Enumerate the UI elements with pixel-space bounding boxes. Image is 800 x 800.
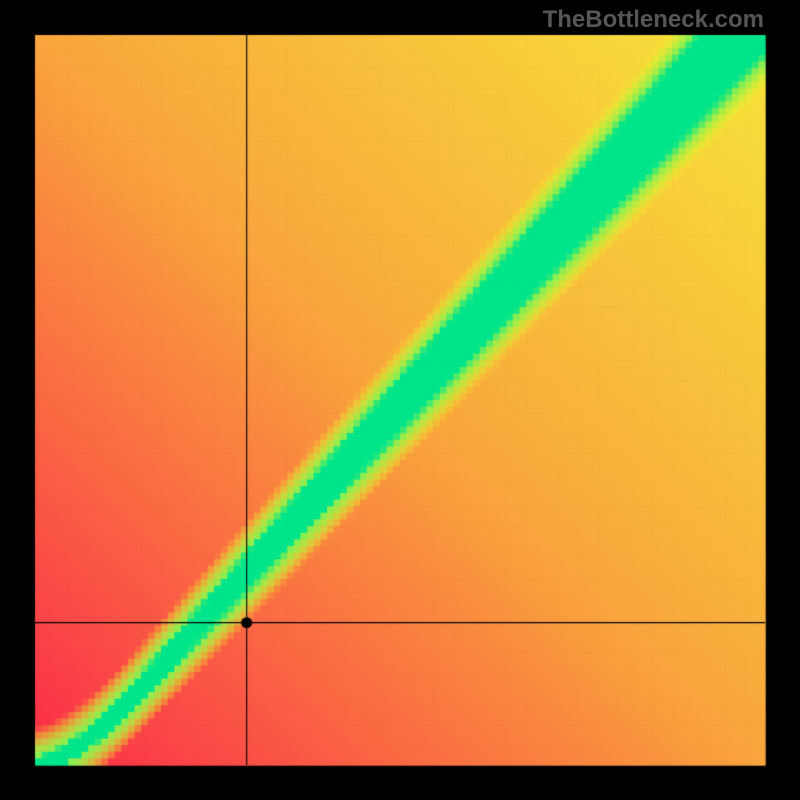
bottleneck-heatmap <box>0 0 800 800</box>
watermark: TheBottleneck.com <box>543 6 764 34</box>
